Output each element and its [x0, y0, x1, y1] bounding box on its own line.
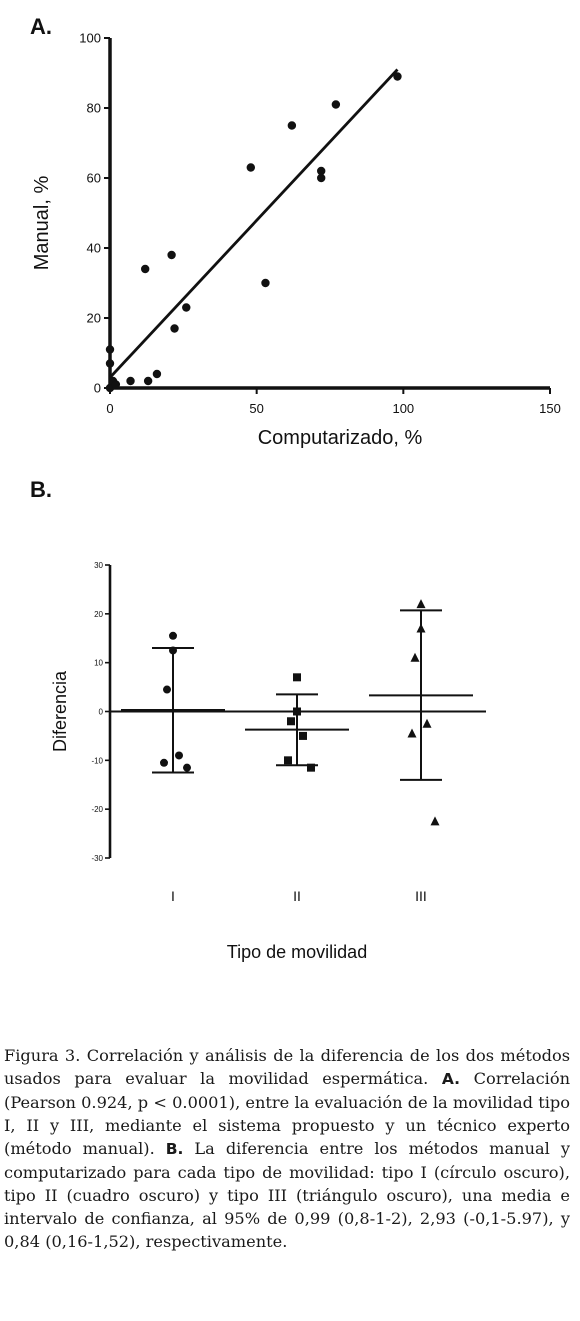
data-point — [393, 72, 402, 81]
x-axis-label: Computarizado, % — [258, 427, 423, 449]
y-tick-label: -20 — [91, 805, 103, 814]
data-point — [170, 324, 179, 333]
y-axis-label: Manual, % — [31, 176, 53, 271]
panel-b-label: B. — [30, 477, 52, 502]
y-axis-label: Diferencia — [50, 670, 70, 752]
y-tick-label: -30 — [91, 854, 103, 863]
x-tick-label: 0 — [106, 401, 113, 416]
data-point — [126, 376, 135, 386]
data-point-triangle — [430, 816, 440, 826]
x-tick-label: 100 — [392, 401, 414, 416]
figure-caption: Figura 3. Correlación y análisis de la d… — [4, 1044, 570, 1253]
data-point-circle — [175, 751, 183, 760]
panel-a-label: A. — [30, 14, 52, 39]
caption-bold-b: B. — [165, 1140, 184, 1158]
data-point-square — [307, 763, 315, 772]
data-point — [317, 166, 326, 176]
caption-part-1: Figura 3. Correlación y análisis de la d… — [4, 1046, 570, 1088]
data-point-triangle — [410, 652, 420, 662]
data-point — [143, 376, 153, 386]
data-point-triangle — [407, 728, 417, 738]
x-tick-label: 150 — [539, 401, 561, 416]
data-point-triangle — [416, 599, 426, 609]
y-tick-label: 40 — [87, 241, 101, 256]
data-point-circle — [183, 763, 191, 772]
y-tick-label: 0 — [94, 381, 101, 396]
data-point — [331, 100, 341, 109]
correlation-scatter-chart: 0 20 40 60 80 100 0 50 100 150 Computarizado, % Man… — [31, 31, 561, 450]
y-tick-label: 30 — [94, 561, 103, 570]
y-tick-label: 20 — [94, 610, 103, 619]
y-tick-label: 100 — [79, 31, 101, 46]
x-tick-label: I — [171, 888, 175, 904]
data-point — [152, 369, 162, 379]
data-point-circle — [160, 758, 168, 767]
caption-part-2: Correlación (Pearson 0.924, p < 0.0001),… — [4, 1069, 570, 1158]
data-point-triangle — [422, 718, 432, 728]
data-point-circle — [169, 631, 177, 640]
data-point — [261, 278, 270, 288]
data-point — [167, 250, 176, 260]
y-tick-label: 20 — [87, 311, 101, 326]
data-point — [317, 173, 326, 183]
data-point — [105, 345, 115, 354]
data-point-triangle — [416, 623, 426, 633]
x-tick-label: III — [415, 888, 427, 904]
caption-bold-a: A. — [441, 1070, 461, 1088]
y-tick-label: 0 — [99, 708, 104, 717]
data-point — [287, 121, 297, 130]
data-point — [111, 380, 121, 389]
y-tick-label: 60 — [87, 171, 101, 186]
x-axis-label: Tipo de movilidad — [227, 942, 367, 962]
caption-part-3: La diferencia entre los métodos manual y… — [4, 1139, 570, 1251]
x-tick-label: 50 — [249, 401, 263, 416]
data-point-square — [299, 731, 307, 740]
data-point-square — [293, 673, 301, 682]
data-point-square — [293, 707, 301, 716]
data-point — [182, 303, 191, 312]
data-point — [105, 359, 115, 368]
data-point-square — [284, 756, 292, 765]
data-point — [246, 163, 255, 172]
y-tick-label: 10 — [94, 659, 103, 668]
regression-line — [108, 68, 399, 379]
data-point-circle — [169, 646, 177, 655]
x-tick-label: II — [293, 888, 301, 904]
y-tick-label: 80 — [87, 101, 101, 116]
data-point — [141, 264, 150, 274]
data-point-square — [287, 717, 295, 726]
y-tick-label: -10 — [91, 756, 103, 765]
data-point-circle — [163, 685, 171, 694]
